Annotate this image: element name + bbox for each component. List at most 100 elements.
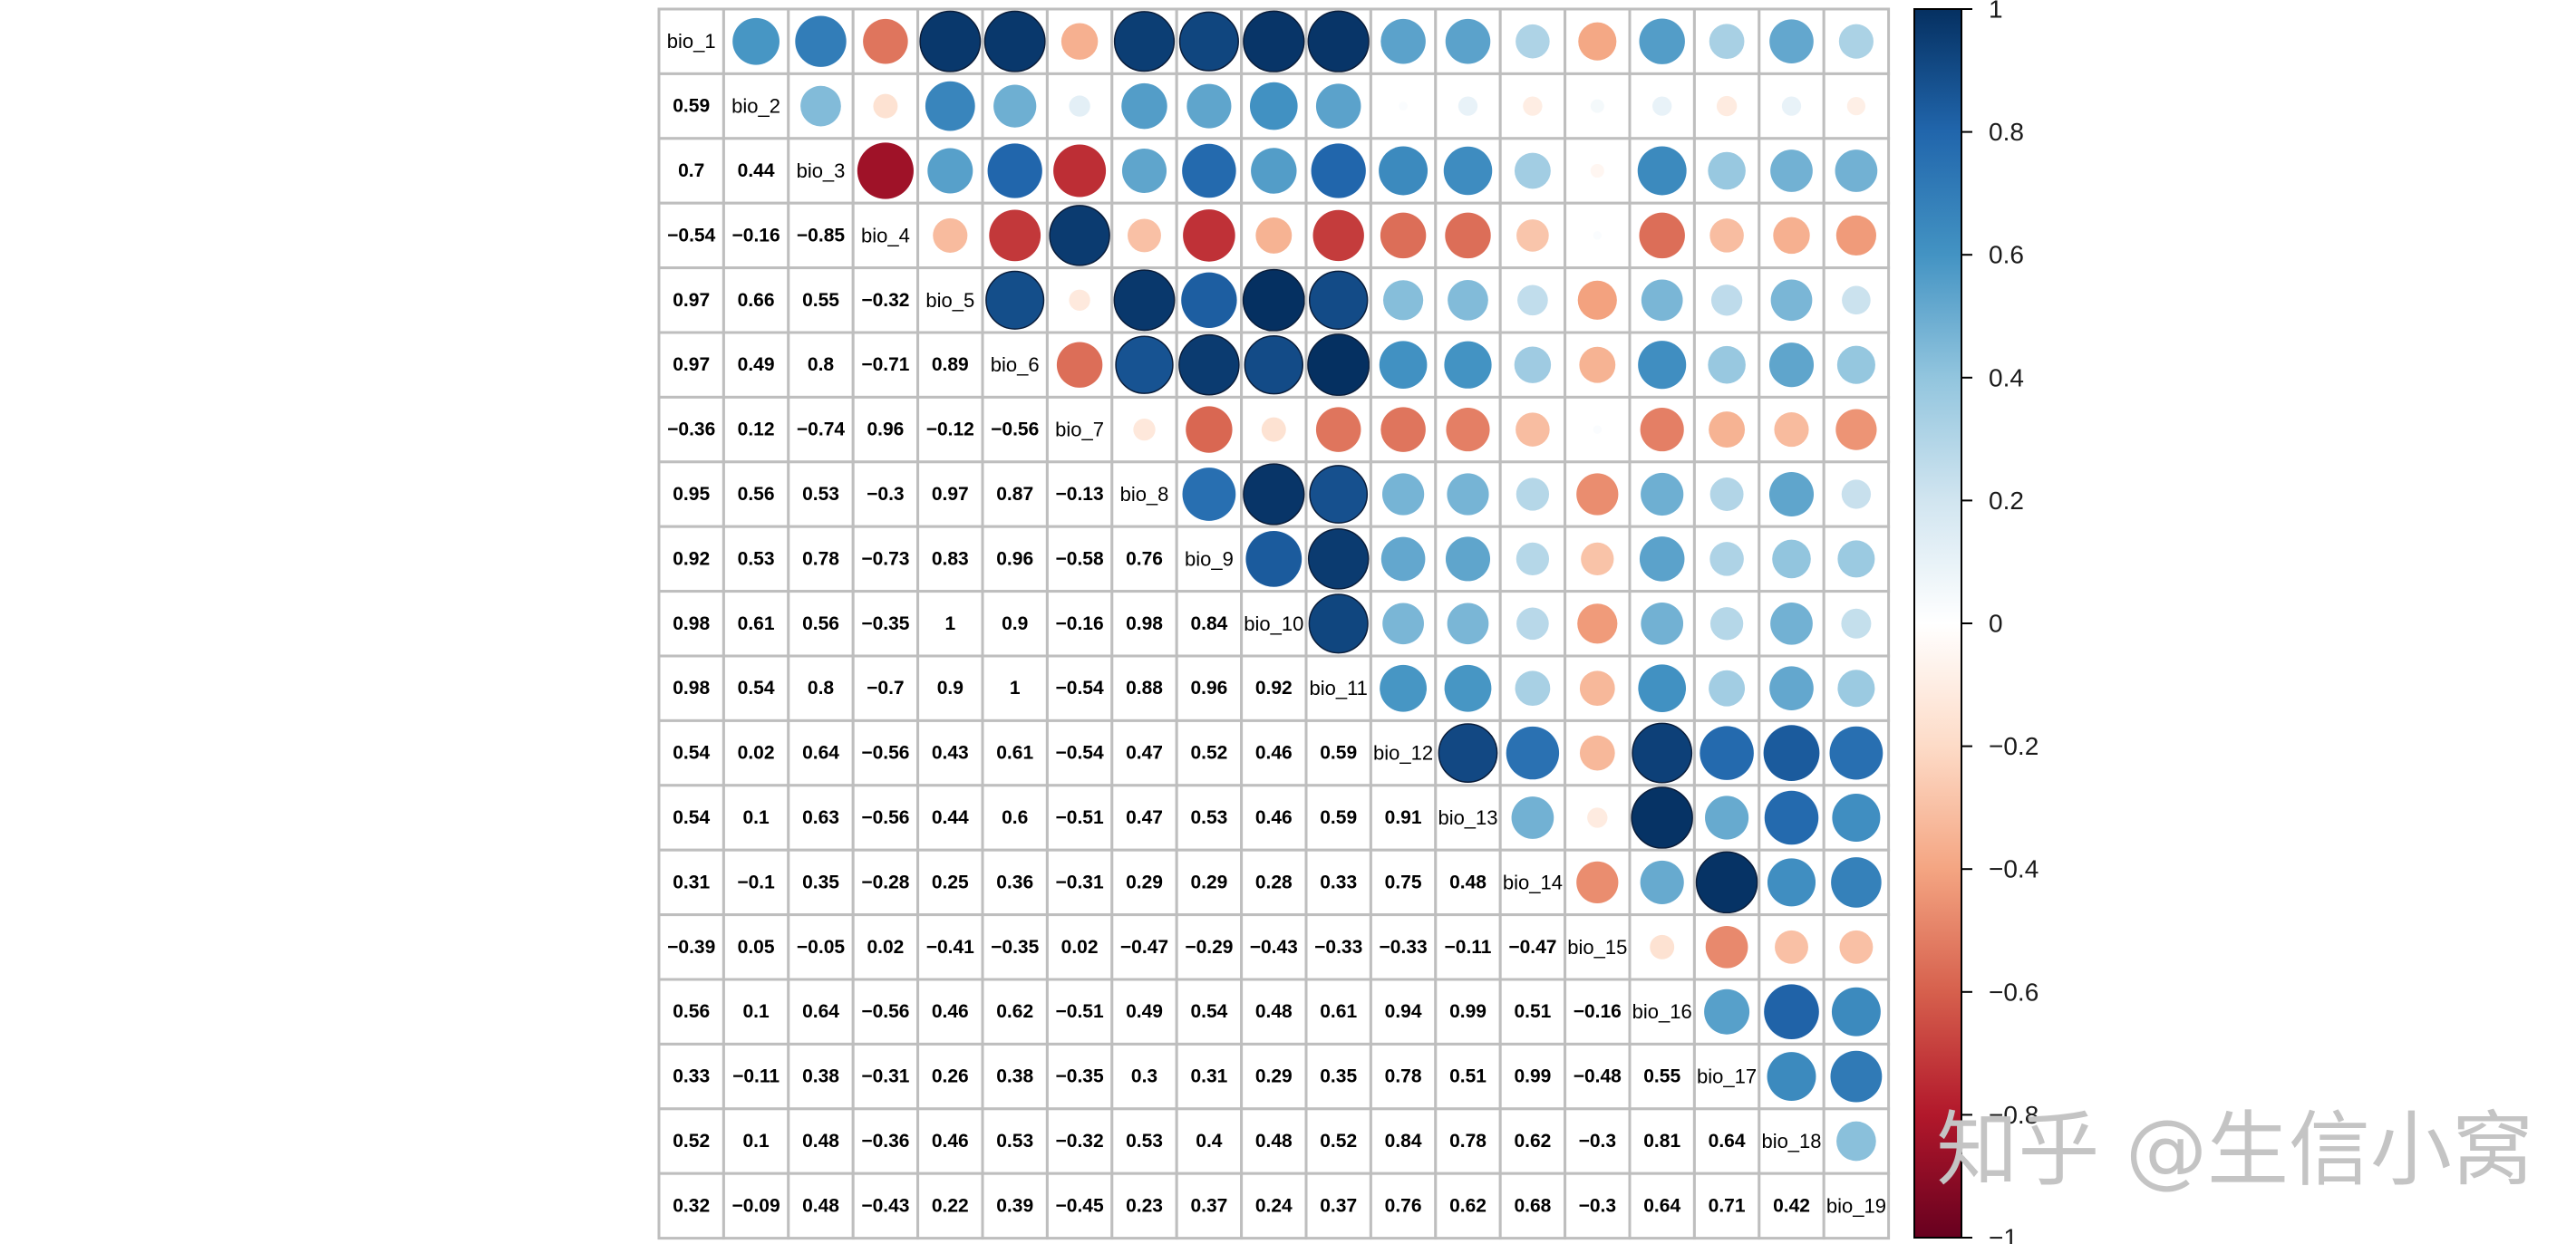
cell-bio_18-bio_12 [1369,1107,1438,1175]
corr-value-bio_14-bio_4: −0.28 [861,872,909,892]
corr-circle-bio_2-bio_18 [1781,96,1802,116]
corr-value-bio_17-bio_16: 0.55 [1643,1066,1680,1087]
cell-bio_6-bio_4 [851,331,920,399]
corr-value-bio_18-bio_8: 0.53 [1126,1131,1163,1152]
corr-circle-bio_9-bio_13 [1445,536,1491,582]
diag-label-bio_11: bio_11 [1309,677,1367,699]
watermark: 知乎 @生信小窝 [1936,1103,2533,1198]
corr-circle-bio_8-bio_15 [1576,473,1619,516]
corr-circle-bio_5-bio_11 [1308,270,1369,331]
corr-circle-bio_3-bio_12 [1379,146,1428,196]
corr-value-bio_8-bio_4: −0.3 [867,484,904,505]
cell-bio_19-bio_10 [1240,1172,1308,1240]
corr-value-bio_10-bio_4: −0.35 [861,613,909,634]
colorbar-tick-label: −0.4 [1989,855,2039,883]
corr-circle-bio_11-bio_17 [1709,670,1746,707]
corr-circle-bio_8-bio_19 [1841,479,1872,509]
cell-bio_12-bio_5 [916,718,984,787]
corr-value-bio_4-bio_1: −0.54 [667,225,715,246]
corr-circle-bio_4-bio_13 [1445,212,1491,259]
cell-bio_8-bio_6 [981,460,1049,528]
corr-circle-bio_2-bio_8 [1121,82,1167,130]
corr-value-bio_19-bio_2: −0.09 [732,1195,780,1216]
corr-value-bio_2-bio_1: 0.59 [673,96,710,117]
corr-value-bio_14-bio_10: 0.28 [1255,872,1293,892]
corr-value-bio_16-bio_12: 0.94 [1385,1001,1422,1022]
corr-value-bio_13-bio_12: 0.91 [1385,807,1422,828]
corr-circle-bio_4-bio_5 [933,217,968,253]
corr-circle-bio_8-bio_10 [1243,463,1305,526]
corr-circle-bio_4-bio_10 [1255,217,1293,254]
colorbar-tick-label: 0.8 [1989,118,2024,146]
cell-bio_12-bio_8 [1110,718,1178,787]
corr-value-bio_17-bio_12: 0.78 [1385,1066,1422,1087]
corr-circle-bio_18-bio_19 [1836,1121,1876,1162]
corr-value-bio_10-bio_8: 0.98 [1126,613,1163,634]
corr-circle-bio_9-bio_10 [1245,531,1303,587]
corr-value-bio_15-bio_6: −0.35 [991,937,1039,958]
cell-bio_11-bio_4 [851,654,920,722]
corr-value-bio_18-bio_10: 0.48 [1255,1131,1293,1152]
colorbar-tick-label: 0.4 [1989,363,2024,391]
corr-circle-bio_2-bio_12 [1399,101,1408,111]
corr-value-bio_12-bio_7: −0.54 [1056,743,1104,764]
corr-value-bio_11-bio_3: 0.8 [808,678,835,699]
corr-value-bio_16-bio_10: 0.48 [1255,1001,1293,1022]
corr-circle-bio_11-bio_19 [1837,670,1875,708]
corr-value-bio_14-bio_11: 0.33 [1320,872,1357,892]
corr-value-bio_15-bio_14: −0.47 [1508,937,1556,958]
corr-circle-bio_2-bio_10 [1249,82,1298,130]
corr-value-bio_14-bio_5: 0.25 [932,872,969,892]
corr-value-bio_6-bio_1: 0.97 [673,354,710,375]
corr-circle-bio_15-bio_19 [1839,930,1874,964]
corr-circle-bio_16-bio_17 [1704,988,1750,1035]
cell-bio_12-bio_10 [1240,718,1308,787]
cell-bio_18-bio_5 [916,1107,984,1175]
corr-value-bio_16-bio_2: 0.1 [742,1001,770,1022]
corr-value-bio_10-bio_5: 1 [944,613,955,634]
corr-value-bio_5-bio_3: 0.55 [802,290,839,311]
corr-value-bio_11-bio_4: −0.7 [867,678,904,699]
corr-circle-bio_3-bio_7 [1053,144,1107,198]
corr-value-bio_17-bio_11: 0.35 [1320,1066,1357,1087]
corr-value-bio_12-bio_9: 0.52 [1190,743,1227,764]
corr-circle-bio_6-bio_15 [1579,346,1616,383]
corr-value-bio_18-bio_5: 0.46 [932,1131,969,1152]
corr-value-bio_12-bio_6: 0.61 [996,743,1033,764]
colorbar-tick-label: −0.2 [1989,732,2039,760]
corr-circle-bio_7-bio_17 [1709,411,1746,448]
corr-value-bio_4-bio_2: −0.16 [732,225,780,246]
corr-circle-bio_7-bio_14 [1516,412,1550,447]
cell-bio_2-bio_1 [657,72,725,140]
cell-bio_13-bio_8 [1110,784,1178,852]
cell-bio_12-bio_3 [787,718,855,787]
corr-circle-bio_12-bio_14 [1506,726,1560,780]
corr-value-bio_9-bio_6: 0.96 [996,548,1033,569]
diag-label-bio_18: bio_18 [1761,1130,1821,1152]
corr-circle-bio_2-bio_19 [1846,96,1866,116]
corr-circle-bio_12-bio_13 [1438,723,1498,783]
corr-circle-bio_3-bio_10 [1251,148,1297,194]
corr-value-bio_13-bio_8: 0.47 [1126,807,1163,828]
cell-bio_7-bio_19 [1822,395,1891,464]
corr-circle-bio_11-bio_12 [1380,664,1427,712]
corr-value-bio_16-bio_14: 0.51 [1514,1001,1551,1022]
corr-circle-bio_10-bio_11 [1308,593,1369,654]
corr-value-bio_4-bio_3: −0.85 [797,225,845,246]
corr-value-bio_14-bio_8: 0.29 [1126,872,1163,892]
corr-circle-bio_11-bio_16 [1638,664,1687,713]
corr-value-bio_17-bio_3: 0.38 [802,1066,839,1087]
corr-circle-bio_10-bio_15 [1577,603,1618,644]
cell-bio_12-bio_2 [721,718,790,787]
corr-circle-bio_7-bio_19 [1835,409,1877,450]
corr-value-bio_11-bio_6: 1 [1010,678,1021,699]
cell-bio_19-bio_15 [1564,1172,1632,1240]
corr-value-bio_11-bio_8: 0.88 [1126,678,1163,699]
corr-circle-bio_6-bio_19 [1836,345,1875,384]
corr-value-bio_19-bio_7: −0.45 [1056,1195,1104,1216]
corr-value-bio_14-bio_2: −0.1 [737,872,775,892]
corr-circle-bio_2-bio_3 [800,85,841,127]
cell-bio_14-bio_10 [1240,848,1308,917]
cell-bio_17-bio_12 [1369,1042,1438,1111]
